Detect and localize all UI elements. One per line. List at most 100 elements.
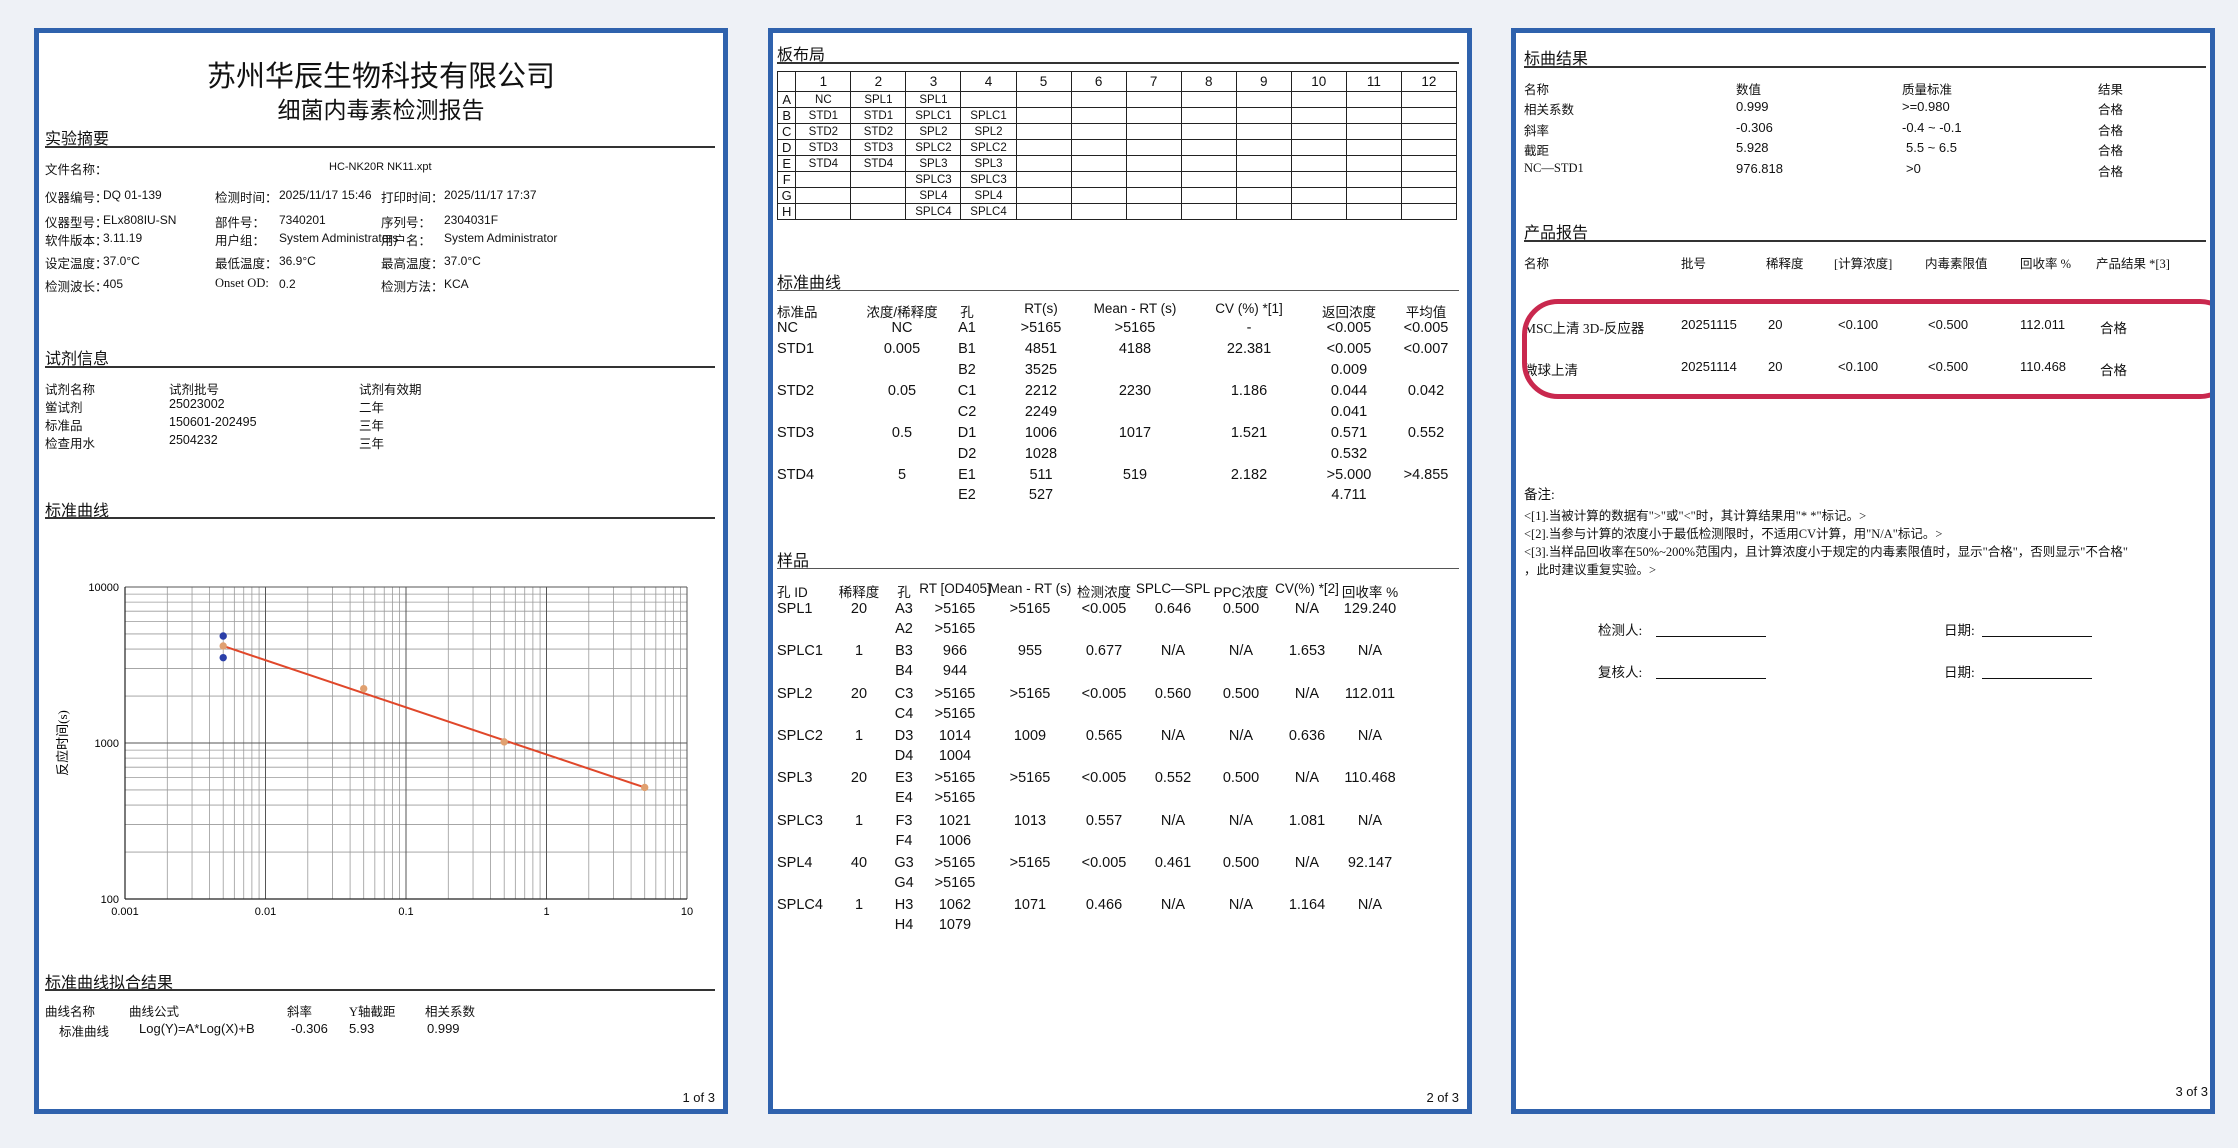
std-cell: 3525 — [1024, 361, 1058, 378]
std-cell: C1 — [957, 383, 977, 400]
plate-well — [1290, 139, 1347, 156]
fit-header: 曲线公式 — [129, 1005, 180, 1019]
plate-well — [1015, 139, 1072, 156]
result-cell: 合格 — [2098, 123, 2124, 138]
plate-well: SPL3 — [960, 155, 1017, 172]
result-cell: 合格 — [2098, 144, 2124, 158]
plate-well — [1235, 171, 1292, 188]
sample-cell: <0.005 — [1081, 685, 1127, 702]
plate-well — [1345, 171, 1402, 188]
sample-cell: >5165 — [1009, 601, 1051, 617]
sample-cell: 0.560 — [1154, 685, 1192, 702]
sample-cell: >5165 — [1009, 770, 1051, 787]
sample-cell: A3 — [895, 601, 913, 617]
plate-well — [1235, 155, 1292, 172]
sample-cell: N/A — [1228, 897, 1254, 914]
fit-header: 相关系数 — [425, 1005, 476, 1019]
sample-cell: 1014 — [938, 727, 972, 744]
page-number: 3 of 3 — [2175, 1084, 2208, 1099]
product-report-heading: 产品报告 — [1524, 225, 1589, 242]
sample-cell: 1079 — [938, 917, 972, 934]
note-line: <[3].当样品回收率在50%~200%范围内，且计算浓度小于规定的内毒素限值时… — [1524, 545, 2128, 559]
fit-cell: -0.306 — [291, 1021, 328, 1036]
sample-cell: >5165 — [934, 705, 976, 722]
plate-well — [1180, 171, 1237, 188]
plate-well — [1290, 203, 1347, 220]
sample-cell: N/A — [1357, 812, 1383, 829]
product-header: 产品结果 *[3] — [2096, 257, 2170, 271]
std-cell: - — [1246, 320, 1252, 336]
plate-well — [1015, 123, 1072, 140]
reagent-header: 试剂有效期 — [359, 383, 422, 397]
std-cell: <0.005 — [1403, 320, 1449, 336]
result-cell: NC—STD1 — [1524, 160, 1584, 175]
result-header: 质量标准 — [1902, 83, 1953, 97]
sample-cell: 1009 — [1013, 727, 1047, 744]
product-cell: <0.100 — [1838, 317, 1879, 332]
data-point — [219, 653, 227, 662]
plate-well — [1180, 123, 1237, 140]
reagent-cell: 2504232 — [169, 433, 218, 447]
sample-cell: N/A — [1357, 897, 1383, 914]
fit-header: Y轴截距 — [349, 1005, 396, 1019]
result-cell: >0 — [1906, 160, 1921, 176]
plate-well: SPLC1 — [960, 107, 1017, 124]
sample-cell: N/A — [1160, 897, 1186, 914]
sample-cell: 966 — [942, 643, 968, 660]
std-header: CV (%) *[1] — [1215, 301, 1283, 316]
std-cell: 1.186 — [1230, 383, 1268, 400]
plate-well — [795, 203, 852, 220]
product-header: 回收率 % — [2020, 257, 2072, 271]
result-cell: >=0.980 — [1902, 99, 1950, 114]
data-point — [219, 642, 227, 650]
standard-curve-chart: 0.0010.010.1110100100010000内毒素浓度(EU/ml)反… — [55, 582, 693, 918]
sample-header: SPLC—SPL — [1135, 581, 1211, 596]
std-header: 返回浓度 — [1322, 305, 1376, 320]
plate-row-header: G — [776, 187, 797, 204]
plate-well — [1400, 139, 1458, 156]
plate-well — [1400, 107, 1458, 124]
plate-well — [1070, 139, 1127, 156]
sample-cell: 0.500 — [1222, 854, 1260, 871]
sample-cell: 0.466 — [1085, 897, 1123, 914]
sample-cell: >5165 — [934, 874, 976, 891]
plate-well: SPL2 — [960, 123, 1017, 140]
sample-cell: G4 — [894, 874, 914, 891]
file-label: 文件名称： — [45, 163, 108, 177]
plate-well: SPLC1 — [905, 107, 962, 124]
std-cell: 0.044 — [1330, 383, 1368, 400]
info-value: 405 — [103, 277, 124, 291]
std-cell: C2 — [957, 404, 977, 421]
sample-cell: 1 — [854, 727, 864, 744]
std-cell: 2212 — [1024, 383, 1058, 400]
plate-well — [1015, 107, 1072, 124]
reagent-cell: 检查用水 — [45, 437, 96, 451]
std-cell: 0.042 — [1407, 383, 1445, 400]
plate-well — [1345, 155, 1402, 172]
plate-row-header: H — [776, 203, 797, 220]
sample-cell: 1.164 — [1288, 897, 1326, 914]
plate-well — [1180, 155, 1237, 172]
fit-cell: 5.93 — [349, 1021, 375, 1036]
sample-cell: H3 — [894, 897, 914, 914]
sample-cell: 1 — [854, 897, 864, 914]
info-label: 用户名： — [381, 234, 432, 248]
sample-cell: >5165 — [1009, 685, 1051, 702]
info-label: 最高温度： — [381, 257, 444, 271]
std-cell: E2 — [958, 487, 976, 504]
plate-well — [1290, 107, 1347, 124]
x-tick-label: 1 — [543, 906, 549, 918]
plate-well — [1015, 171, 1072, 188]
std-cell: 0.571 — [1330, 425, 1368, 441]
info-value: 2025/11/17 17:37 — [444, 188, 537, 202]
sample-cell: >5165 — [934, 601, 976, 617]
std-cell: 1006 — [1024, 425, 1058, 441]
info-label: 仪器型号： — [45, 216, 108, 230]
plate-well: SPLC3 — [905, 171, 962, 188]
note-line: ，此时建议重复实验。> — [1524, 563, 1657, 577]
plate-well: SPL2 — [905, 123, 962, 140]
sample-cell: C3 — [894, 685, 914, 702]
plate-well — [1235, 91, 1292, 108]
plate-well — [1125, 171, 1182, 188]
plate-layout-table: 1 2 3 4 5 6 7 8 9 10 11 12 A NC SPL1 SPL1 B STD1 STD1 SPLC1… — [776, 71, 1458, 220]
